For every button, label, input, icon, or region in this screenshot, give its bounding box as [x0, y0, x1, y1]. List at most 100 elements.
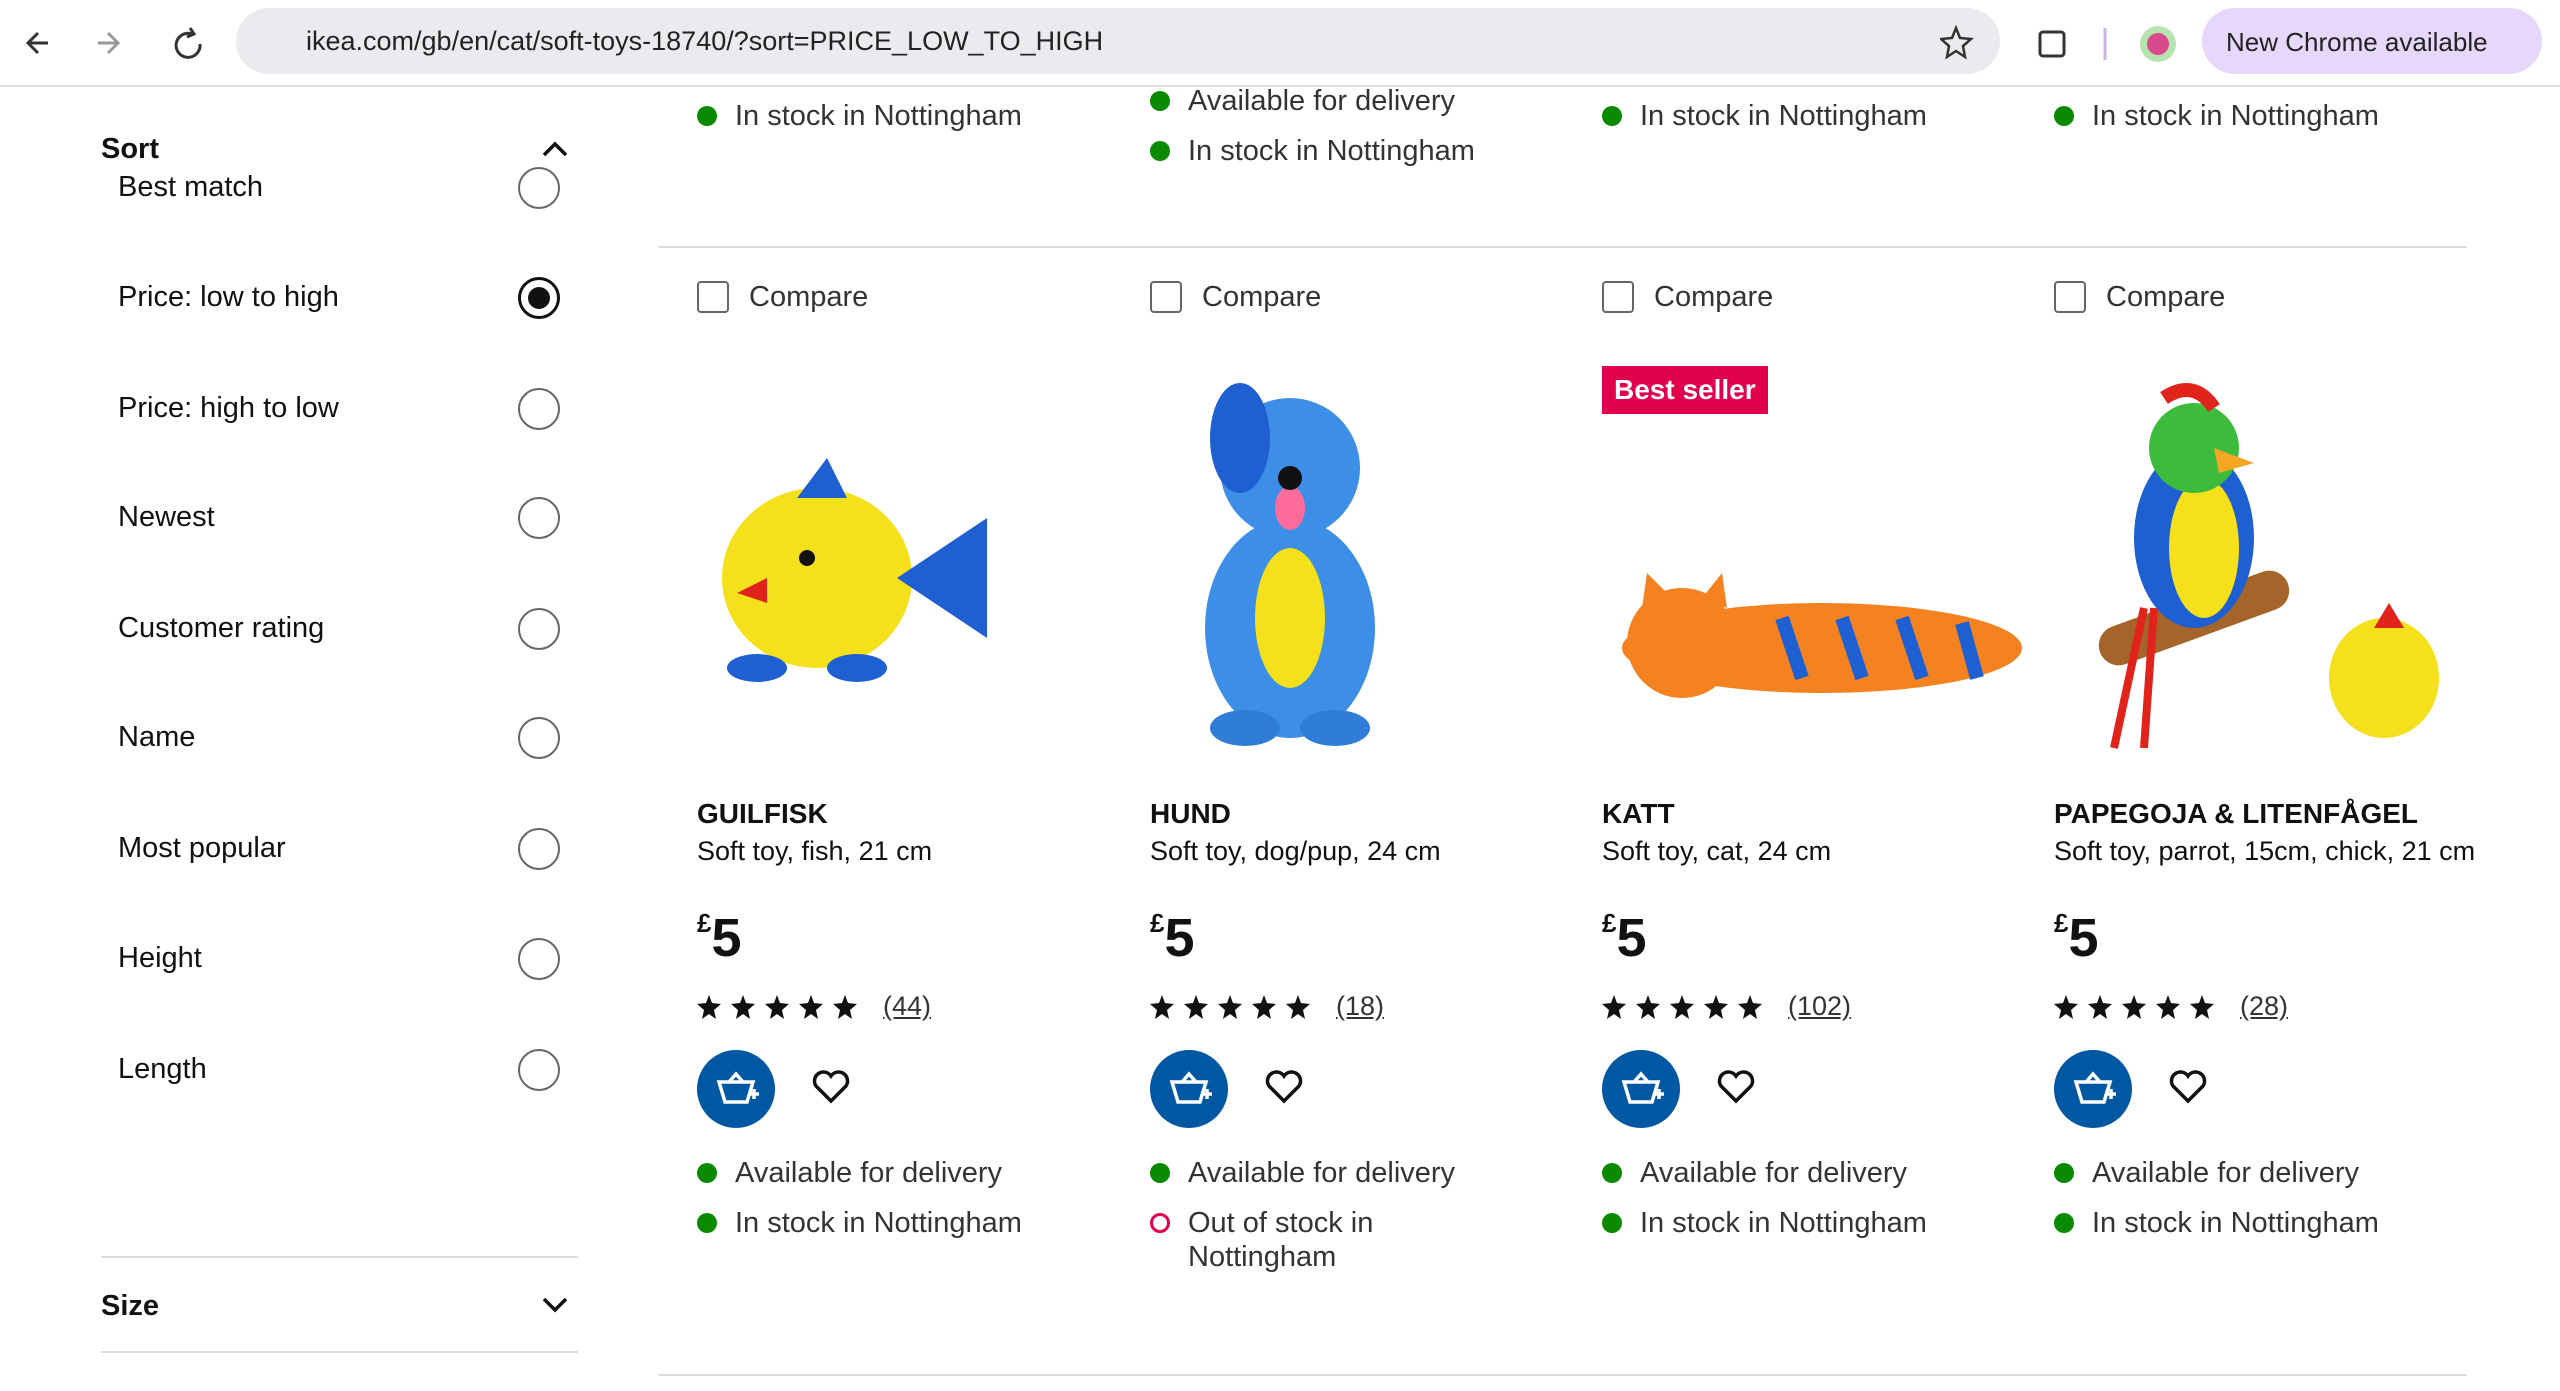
sort-option[interactable]: Name	[118, 721, 196, 753]
radio-button[interactable]	[518, 167, 560, 209]
product-card: Compare Best seller KATT Soft toy, cat, 24 …	[1602, 276, 2042, 1240]
compare-label: Compare	[2106, 280, 2226, 313]
toy-illustration	[2098, 383, 2439, 749]
row-divider	[658, 1374, 2467, 1376]
toy-illustration	[1622, 573, 2022, 698]
product-name[interactable]: GUILFISK	[697, 798, 828, 829]
compare-checkbox[interactable]: Compare	[2054, 276, 2494, 318]
actions	[697, 1050, 1137, 1128]
radio-button[interactable]	[518, 717, 560, 759]
sort-option[interactable]: Customer rating	[118, 612, 325, 644]
product-image[interactable]	[1150, 378, 1590, 768]
previous-product-status: In stock in Nottingham	[697, 83, 1137, 133]
stock-status: Available for delivery	[1150, 84, 1590, 118]
status-text: In stock in Nottingham	[2092, 100, 2379, 132]
stock-status: In stock in Nottingham	[1602, 99, 2042, 133]
status-text: In stock in Nottingham	[1640, 1207, 1927, 1239]
cart-icon	[1621, 1071, 1664, 1104]
heart-icon	[812, 1069, 850, 1103]
rating: (44)	[697, 991, 1137, 1022]
status-dot	[1150, 1163, 1170, 1183]
product-name[interactable]: KATT	[1602, 798, 1675, 829]
status-text: In stock in Nottingham	[735, 1207, 1022, 1239]
heart-icon	[1265, 1069, 1303, 1103]
compare-checkbox[interactable]: Compare	[697, 276, 1137, 318]
add-to-cart[interactable]	[697, 1050, 775, 1128]
checkbox[interactable]	[1602, 281, 1634, 313]
currency: £	[697, 908, 712, 938]
status-text: Out of stock in Nottingham	[1188, 1207, 1374, 1273]
product-description: Soft toy, fish, 21 cm	[697, 836, 933, 866]
radio-button[interactable]	[518, 388, 560, 430]
update-button[interactable]: New Chrome available	[2202, 8, 2542, 74]
expand-icon[interactable]	[540, 1293, 570, 1317]
review-count[interactable]: (18)	[1336, 991, 1385, 1021]
compare-checkbox[interactable]: Compare	[1150, 276, 1590, 318]
divider	[101, 1351, 578, 1353]
status-text: Available for delivery	[2092, 1157, 2360, 1189]
status-dot	[2054, 1213, 2074, 1233]
checkbox[interactable]	[1150, 281, 1182, 313]
product-description: Soft toy, cat, 24 cm	[1602, 836, 1832, 866]
add-to-cart[interactable]	[1150, 1050, 1228, 1128]
size-title[interactable]: Size	[101, 1290, 160, 1322]
rating-stars	[1602, 994, 1762, 1019]
address-bar[interactable]: ikea.com/gb/en/cat/soft-toys-18740/?sort…	[236, 8, 2000, 74]
radio-button[interactable]	[518, 497, 560, 539]
compare-checkbox[interactable]: Compare	[1602, 276, 2042, 318]
status-text: Available for delivery	[735, 1157, 1003, 1189]
favourite[interactable]	[811, 1069, 851, 1110]
product-description: Soft toy, parrot, 15cm, chick, 21 cm	[2054, 836, 2476, 866]
product-image[interactable]	[2054, 378, 2494, 768]
radio-button[interactable]	[518, 1049, 560, 1091]
sort-option[interactable]: Price: high to low	[118, 392, 339, 424]
currency: £	[2054, 908, 2069, 938]
stock-status: Available for delivery	[2054, 1156, 2494, 1190]
status-dot	[1602, 1213, 1622, 1233]
radio-button[interactable]	[518, 277, 560, 319]
sort-title[interactable]: Sort	[101, 133, 159, 165]
sort-option[interactable]: Height	[118, 942, 202, 974]
product-image[interactable]	[697, 378, 1137, 768]
collapse-icon[interactable]	[540, 137, 570, 161]
sort-option[interactable]: Newest	[118, 501, 215, 533]
toy-illustration	[1205, 383, 1375, 746]
stock-status: Available for delivery	[1602, 1156, 2042, 1190]
checkbox[interactable]	[2054, 281, 2086, 313]
radio-button[interactable]	[518, 608, 560, 650]
cart-icon	[1169, 1071, 1212, 1104]
cart-icon	[2073, 1071, 2116, 1104]
favourite[interactable]	[1716, 1069, 1756, 1110]
actions	[1602, 1050, 2042, 1128]
review-count[interactable]: (44)	[883, 991, 932, 1021]
favourite[interactable]	[1264, 1069, 1304, 1110]
sort-option[interactable]: Most popular	[118, 832, 286, 864]
product-card: Compare HUND Soft toy, dog/pup, 24 cm £5 (18…	[1150, 276, 1590, 1274]
toolbar-icons	[1940, 24, 2176, 62]
compare-label: Compare	[1654, 280, 1774, 313]
product-name[interactable]: PAPEGOJA & LITENFÅGEL	[2054, 798, 2419, 829]
currency: £	[1150, 908, 1165, 938]
previous-product-status: In stock in Nottingham	[2054, 83, 2494, 133]
review-count[interactable]: (102)	[1788, 991, 1852, 1021]
price: £5	[697, 907, 1137, 969]
stock-status: Available for delivery	[1150, 1156, 1590, 1190]
rating: (28)	[2054, 991, 2494, 1022]
add-to-cart[interactable]	[2054, 1050, 2132, 1128]
stock-status: In stock in Nottingham	[697, 1206, 1137, 1240]
product-image[interactable]	[1602, 378, 2042, 768]
product-card: Compare PAPEGOJA & LITENFÅGEL Soft toy, pa…	[2054, 276, 2494, 1240]
review-count[interactable]: (28)	[2240, 991, 2289, 1021]
radio-button[interactable]	[518, 828, 560, 870]
checkbox[interactable]	[697, 281, 729, 313]
status-text: In stock in Nottingham	[735, 100, 1022, 132]
favourite[interactable]	[2168, 1069, 2208, 1110]
currency: £	[1602, 908, 1617, 938]
radio-button[interactable]	[518, 938, 560, 980]
add-to-cart[interactable]	[1602, 1050, 1680, 1128]
product-name[interactable]: HUND	[1150, 798, 1231, 829]
sort-option[interactable]: Length	[118, 1053, 207, 1085]
sort-option[interactable]: Price: low to high	[118, 281, 339, 313]
sort-option[interactable]: Best match	[118, 171, 264, 203]
